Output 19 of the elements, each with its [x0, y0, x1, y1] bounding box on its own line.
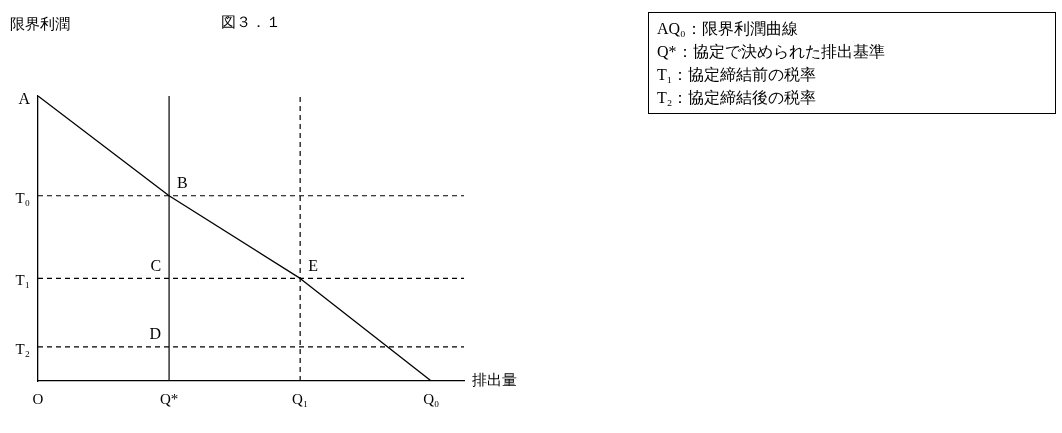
text: Q*：協定で決められた排出基準 — [657, 42, 886, 62]
ref-line-label: T₁ — [15, 272, 30, 289]
x-tick-label: O — [32, 390, 44, 407]
annotation: C — [150, 256, 162, 274]
x-tick-label: Q* — [159, 390, 179, 407]
annotation: D — [149, 325, 162, 342]
text: T₁：協定締結前の税率 — [657, 65, 818, 85]
annotation: A — [18, 90, 31, 108]
annotation: E — [308, 256, 318, 274]
y-axis-title: 限界利潤 — [10, 16, 70, 33]
text: AQ₀：限界利潤曲線 — [657, 19, 799, 39]
x-tick-label: Q₀ — [423, 390, 440, 407]
x-tick-label: Q₁ — [292, 390, 309, 407]
ref-line-label: T₀ — [15, 189, 30, 206]
chart-title: 図３．１ — [221, 13, 281, 30]
annotation: B — [177, 173, 188, 191]
text: T₂：協定締結後の税率 — [657, 88, 818, 108]
x-axis-title: 排出量 — [472, 371, 517, 388]
ref-line-label: T₂ — [15, 340, 30, 357]
